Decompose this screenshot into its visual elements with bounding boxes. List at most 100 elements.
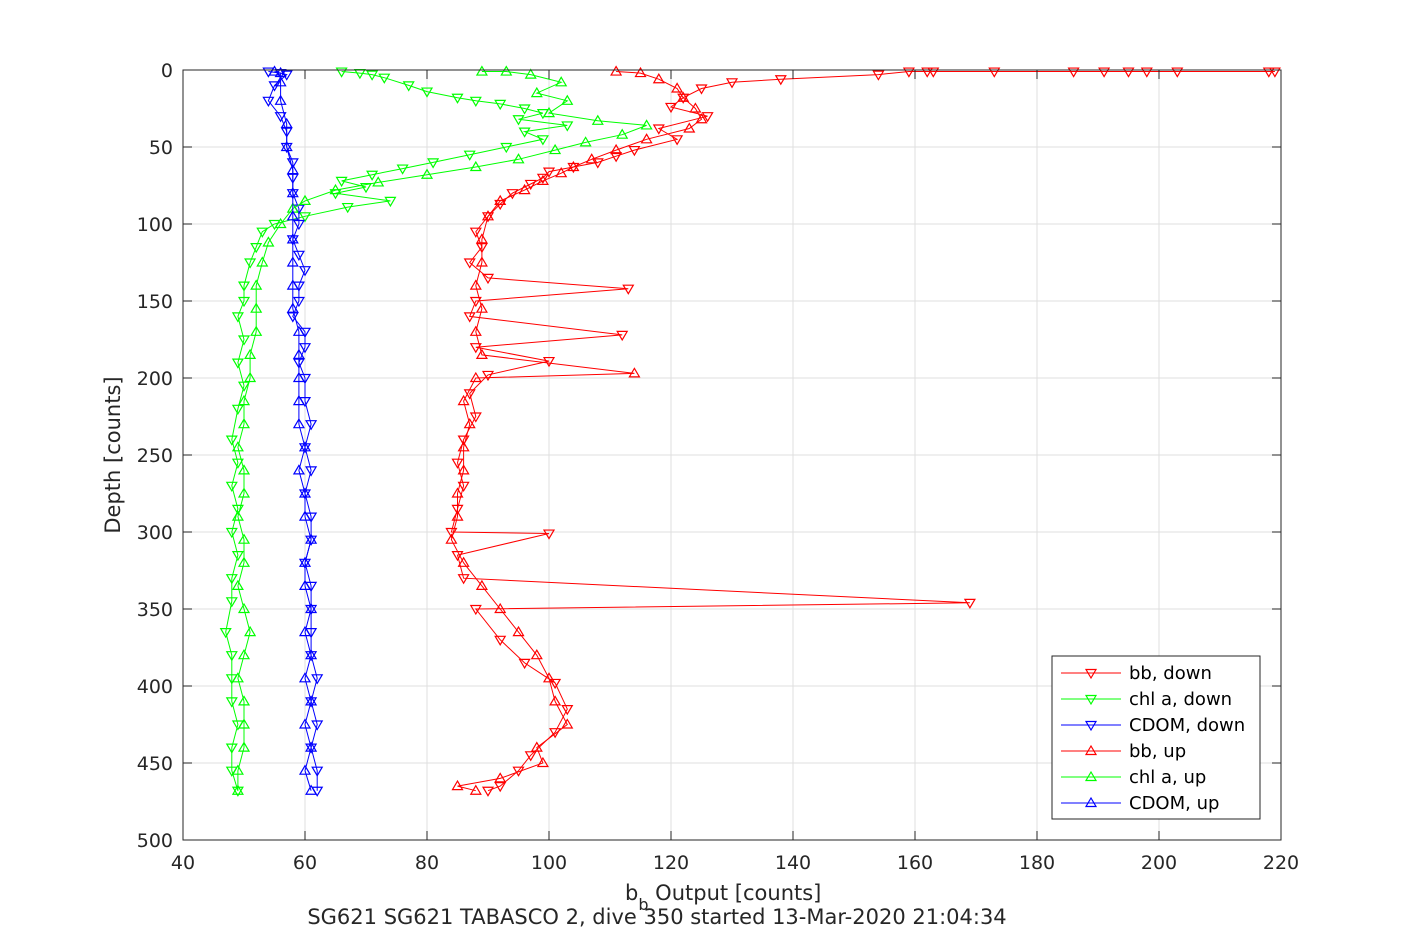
data-point [298, 343, 312, 354]
data-point [225, 743, 238, 754]
data-point [451, 779, 464, 791]
data-point [231, 504, 244, 516]
data-point [469, 412, 482, 423]
chart-title: SG621 SG621 TABASCO 2, dive 350 started … [307, 905, 1006, 929]
y-tick-label: 500 [137, 830, 173, 852]
data-point [457, 435, 470, 446]
data-point [298, 489, 312, 500]
data-point [475, 65, 488, 76]
data-point [530, 649, 543, 660]
data-point [774, 75, 787, 86]
data-point [274, 217, 287, 229]
data-point [463, 258, 476, 269]
data-point [451, 510, 464, 521]
data-point [298, 556, 312, 567]
legend-entry: chl a, up [1061, 767, 1206, 788]
data-point [518, 658, 531, 670]
series-cdom-up [268, 65, 318, 795]
data-point [494, 772, 507, 783]
data-point [542, 106, 556, 118]
data-point [689, 102, 702, 113]
data-point [219, 627, 232, 639]
data-point [542, 167, 556, 178]
data-point [542, 672, 556, 683]
data-point [237, 381, 251, 392]
data-point [237, 649, 251, 660]
data-point [457, 464, 470, 475]
legend-label: CDOM, down [1129, 715, 1245, 736]
legend-label: bb, down [1129, 663, 1212, 684]
data-point [231, 358, 244, 369]
data-point [872, 70, 885, 81]
data-point [335, 67, 348, 78]
y-axis-label: Depth [counts] [101, 376, 125, 533]
y-tick-label: 0 [161, 60, 173, 82]
data-point [963, 598, 976, 610]
data-point [231, 312, 244, 323]
legend-entry: chl a, down [1061, 689, 1232, 710]
data-point [305, 743, 318, 754]
data-point [280, 140, 293, 152]
data-point [524, 179, 537, 191]
data-point [237, 296, 251, 308]
data-point [298, 672, 312, 683]
data-point [494, 194, 507, 205]
data-point [530, 86, 543, 98]
legend: bb, down chl a, down CDOM, down bb, up chl a… [1051, 655, 1261, 820]
data-point [237, 718, 251, 729]
data-point [237, 487, 251, 498]
data-point [524, 68, 537, 79]
data-point [1098, 67, 1111, 78]
series-line [274, 71, 312, 791]
data-point [286, 187, 299, 198]
data-point [305, 649, 318, 660]
data-point [250, 243, 263, 254]
data-point [555, 76, 568, 87]
data-point [1067, 67, 1080, 78]
data-point [549, 143, 562, 155]
data-point [292, 418, 305, 429]
data-point [451, 458, 464, 469]
data-point [231, 458, 244, 469]
data-point [298, 764, 312, 775]
data-point [225, 651, 238, 662]
x-tick-label: 120 [653, 852, 689, 874]
data-point [286, 158, 299, 169]
data-point [237, 281, 251, 292]
x-axis-label-rest: Output [counts] [649, 881, 822, 905]
data-point [494, 635, 507, 646]
data-point [475, 233, 488, 244]
data-point [549, 678, 562, 690]
data-point [286, 163, 299, 175]
data-point [305, 784, 318, 795]
data-point [494, 99, 507, 111]
data-point [298, 579, 312, 591]
data-point [921, 67, 934, 78]
data-point [298, 558, 312, 569]
data-point [481, 212, 495, 223]
data-point [305, 533, 318, 544]
data-point [463, 418, 476, 429]
data-point [250, 325, 263, 336]
data-point [549, 695, 562, 706]
data-point [457, 556, 470, 567]
data-point [561, 121, 574, 132]
data-point [244, 625, 257, 637]
data-point [457, 574, 470, 585]
data-point [664, 102, 678, 114]
data-point [451, 93, 464, 104]
data-point [463, 150, 476, 161]
data-point [549, 728, 562, 739]
data-point [244, 371, 257, 383]
x-tick-label: 60 [293, 852, 317, 874]
data-point [481, 210, 495, 221]
y-tick-label: 400 [137, 676, 173, 698]
y-tick-label: 200 [137, 368, 173, 390]
data-point [237, 464, 251, 475]
data-point [305, 651, 318, 662]
data-point [902, 67, 915, 78]
data-point [256, 256, 269, 267]
data-point [469, 96, 482, 107]
data-point [561, 718, 574, 729]
data-point [298, 441, 312, 452]
